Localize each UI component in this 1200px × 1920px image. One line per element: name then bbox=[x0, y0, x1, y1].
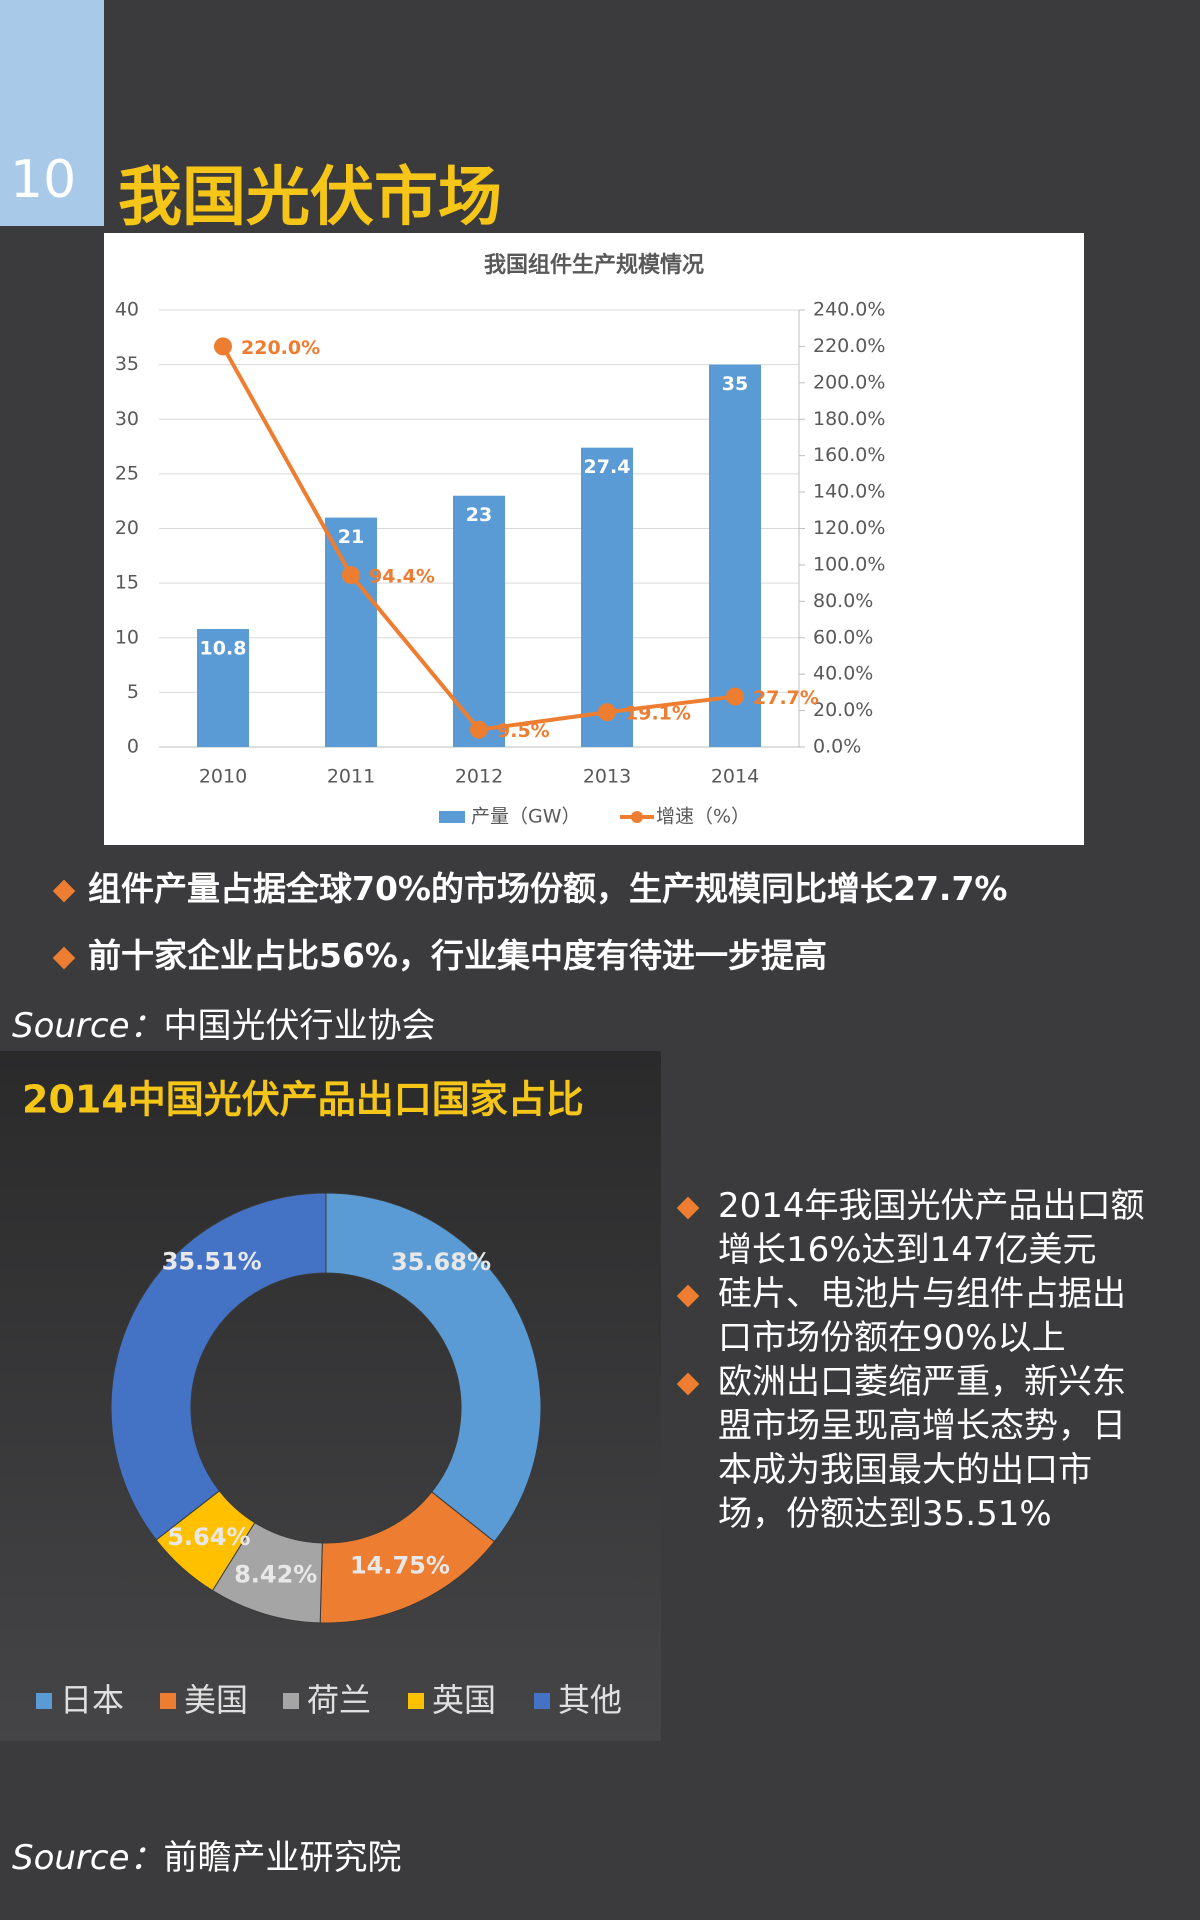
bar bbox=[453, 495, 505, 747]
number-box bbox=[0, 0, 104, 226]
legend-label: 荷兰 bbox=[307, 1681, 371, 1719]
diamond bbox=[52, 879, 76, 902]
source-label: Source： bbox=[12, 1006, 164, 1046]
legend-label: 增速（%） bbox=[656, 806, 750, 828]
y-tick-label: 0 bbox=[127, 736, 139, 758]
line-label: 19.1% bbox=[625, 703, 691, 725]
side-bullet-text: 2014年我国光伏产品出口额增长16%达到147亿美元 bbox=[718, 1186, 1145, 1270]
bullet-text: 组件产量占据全球70%的市场份额，生产规模同比增长27.7% bbox=[88, 869, 1008, 908]
line-point bbox=[214, 337, 232, 356]
legend-swatch bbox=[534, 1693, 550, 1709]
bullet-text: 前十家企业占比56%，行业集中度有待进一步提高 bbox=[88, 936, 827, 975]
legend-label: 其他 bbox=[558, 1681, 622, 1719]
legend-swatch bbox=[160, 1693, 176, 1709]
line-label: 220.0% bbox=[241, 337, 320, 359]
y-tick-label: 5 bbox=[127, 681, 139, 703]
side-bullet: 欧洲出口萎缩严重，新兴东盟市场呈现高增长态势，日本成为我国最大的出口市场，份额达… bbox=[676, 1360, 1146, 1536]
donut-slice bbox=[325, 1192, 542, 1543]
source-text: 中国光伏行业协会 bbox=[163, 1006, 436, 1046]
side-bullet-text: 硅片、电池片与组件占据出口市场份额在90%以上 bbox=[718, 1274, 1126, 1358]
diamond bbox=[676, 1372, 700, 1396]
diamond bbox=[676, 1196, 700, 1220]
legend-label: 英国 bbox=[432, 1681, 496, 1719]
source: Source：中国光伏行业协会 bbox=[12, 998, 436, 1047]
side-bullets: 2014年我国光伏产品出口额增长16%达到147亿美元 硅片、电池片与组件占据出… bbox=[676, 1184, 1146, 1536]
legend-label: 产量（GW） bbox=[471, 806, 581, 828]
bar-label: 23 bbox=[466, 504, 492, 526]
y2-tick-label: 220.0% bbox=[813, 335, 885, 357]
bullet: 前十家企业占比56%，行业集中度有待进一步提高 bbox=[52, 929, 827, 977]
chart-background bbox=[0, 1051, 661, 1741]
legend-label: 美国 bbox=[184, 1681, 248, 1719]
page-title: 我国光伏市场 bbox=[118, 161, 502, 235]
y2-tick-label: 200.0% bbox=[813, 371, 885, 393]
bar bbox=[197, 629, 249, 747]
line-point bbox=[726, 687, 744, 706]
y2-tick-label: 180.0% bbox=[813, 408, 885, 430]
y-tick-label: 15 bbox=[115, 572, 139, 594]
y-tick-label: 25 bbox=[115, 462, 139, 484]
legend-swatch bbox=[36, 1693, 52, 1709]
side-bullet: 2014年我国光伏产品出口额增长16%达到147亿美元 bbox=[676, 1184, 1146, 1272]
side-bullet-text: 欧洲出口萎缩严重，新兴东盟市场呈现高增长态势，日本成为我国最大的出口市场，份额达… bbox=[718, 1362, 1126, 1534]
source: Source：前瞻产业研究院 bbox=[12, 1830, 402, 1879]
line-point bbox=[598, 703, 616, 722]
line-label: 27.7% bbox=[753, 687, 819, 709]
donut-chart: 2014中国光伏产品出口国家占比 35.68% 14.75% 8.42% 5.64% 3… bbox=[0, 1051, 661, 1741]
bar bbox=[709, 364, 761, 747]
y2-tick-label: 120.0% bbox=[813, 517, 885, 539]
y2-tick-label: 20.0% bbox=[813, 699, 873, 721]
x-tick-label: 2012 bbox=[455, 766, 503, 788]
slice-label: 35.68% bbox=[391, 1248, 491, 1276]
bar-label: 10.8 bbox=[200, 638, 247, 660]
x-tick-label: 2011 bbox=[327, 766, 375, 788]
bullet: 组件产量占据全球70%的市场份额，生产规模同比增长27.7% bbox=[52, 862, 1008, 910]
slice-label: 14.75% bbox=[350, 1552, 450, 1580]
y2-tick-label: 140.0% bbox=[813, 481, 885, 503]
legend-swatch bbox=[631, 811, 643, 823]
slice-label: 8.42% bbox=[234, 1561, 317, 1589]
x-tick-label: 2013 bbox=[583, 766, 631, 788]
legend-swatch bbox=[408, 1693, 424, 1709]
source-text: 前瞻产业研究院 bbox=[163, 1838, 402, 1878]
line-point bbox=[470, 720, 488, 739]
chart-title: 我国组件生产规模情况 bbox=[484, 252, 704, 278]
line-point bbox=[342, 566, 360, 585]
bar bbox=[581, 447, 633, 747]
side-bullet: 硅片、电池片与组件占据出口市场份额在90%以上 bbox=[676, 1272, 1146, 1360]
bar-label: 35 bbox=[722, 373, 748, 395]
y-tick-label: 40 bbox=[115, 299, 139, 321]
legend-swatch bbox=[439, 811, 465, 823]
line-label: 94.4% bbox=[369, 566, 435, 588]
x-tick-label: 2010 bbox=[199, 766, 247, 788]
donut-slice bbox=[110, 1192, 327, 1541]
y2-tick-label: 80.0% bbox=[813, 590, 873, 612]
legend-label: 日本 bbox=[60, 1681, 124, 1719]
y-tick-label: 20 bbox=[115, 517, 139, 539]
diamond bbox=[52, 946, 76, 969]
slice-label: 5.64% bbox=[167, 1523, 250, 1551]
bar bbox=[325, 517, 377, 747]
diamond bbox=[676, 1284, 700, 1308]
bar-label: 21 bbox=[338, 526, 364, 548]
y-tick-label: 10 bbox=[115, 626, 139, 648]
section-number: 10 bbox=[10, 150, 77, 210]
bar-line-chart: 我国组件生产规模情况 0 5 10 15 20 25 30 35 40 0.0% 20.0% 40.0… bbox=[104, 233, 1084, 845]
y2-tick-label: 100.0% bbox=[813, 553, 885, 575]
slice-label: 35.51% bbox=[162, 1247, 262, 1275]
chart-title: 2014中国光伏产品出口国家占比 bbox=[22, 1078, 584, 1122]
y2-tick-label: 240.0% bbox=[813, 299, 885, 321]
y-tick-label: 35 bbox=[115, 353, 139, 375]
bar-label: 27.4 bbox=[584, 456, 631, 478]
legend-swatch bbox=[283, 1693, 299, 1709]
y-tick-label: 30 bbox=[115, 408, 139, 430]
y2-tick-label: 160.0% bbox=[813, 444, 885, 466]
x-tick-label: 2014 bbox=[711, 766, 759, 788]
y2-tick-label: 60.0% bbox=[813, 626, 873, 648]
y2-tick-label: 40.0% bbox=[813, 663, 873, 685]
source-label: Source： bbox=[12, 1838, 164, 1878]
line-label: 9.5% bbox=[497, 720, 550, 742]
y2-tick-label: 0.0% bbox=[813, 736, 861, 758]
